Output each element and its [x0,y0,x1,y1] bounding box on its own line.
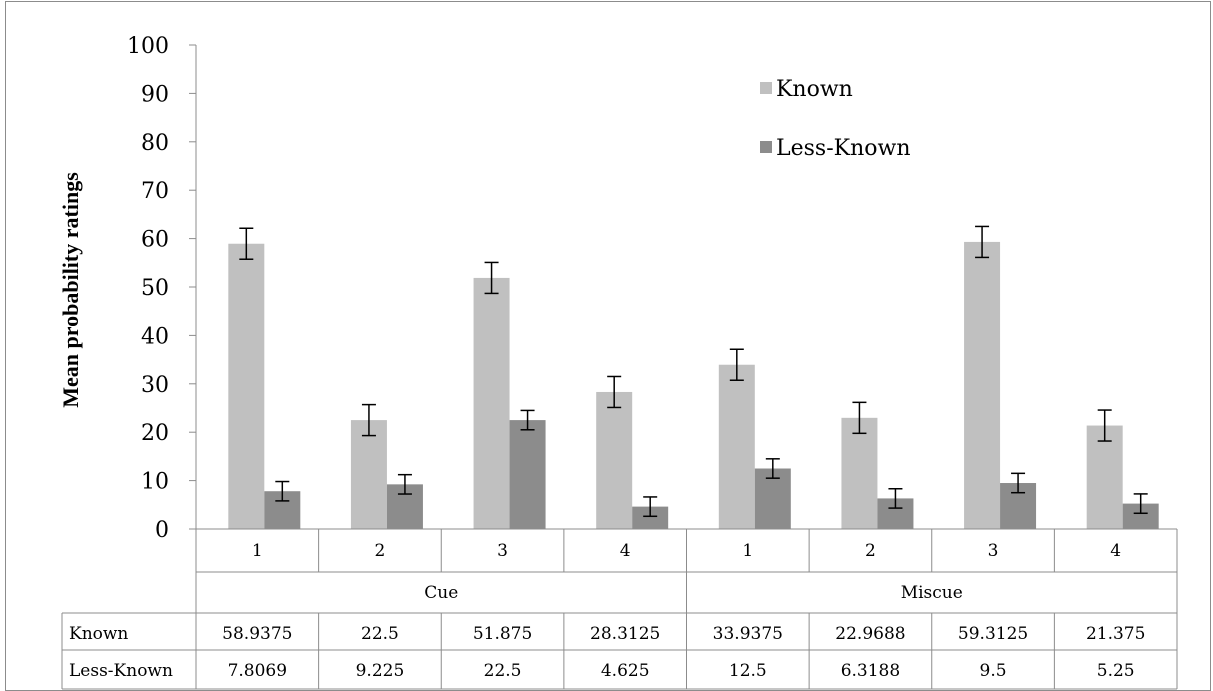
category-label: 2 [865,541,876,561]
y-tick-label: 0 [155,518,169,543]
y-tick-label: 40 [141,324,169,349]
table-cell: 21.375 [1086,624,1145,644]
category-label: 3 [497,541,508,561]
bar-known-0 [228,243,265,529]
y-tick-label: 30 [141,373,169,398]
table-cell: 51.875 [473,624,532,644]
y-tick-label: 10 [141,470,169,495]
y-tick-label: 20 [141,421,169,446]
bar-known-5 [841,417,878,529]
y-tick-label: 70 [141,179,169,204]
category-label: 3 [988,541,999,561]
table-cell: 4.625 [601,661,650,681]
table-cell: 59.3125 [958,624,1028,644]
group-label: Cue [424,583,458,603]
bar-known-2 [473,277,510,529]
y-tick-label: 90 [141,82,169,107]
category-label: 4 [620,541,631,561]
table-cell: 5.25 [1097,661,1135,681]
table-cell: 28.3125 [590,624,660,644]
table-cell: 9.225 [356,661,405,681]
table-cell: 22.5 [484,661,522,681]
legend-swatch-known [760,82,772,94]
bar-known-3 [596,391,633,529]
legend-swatch-less-known [760,141,772,153]
table-cell: 9.5 [980,661,1007,681]
table-cell: 22.5 [361,624,399,644]
legend-label: Less-Known [776,136,911,161]
table-cell: 7.8069 [228,661,287,681]
bar-known-4 [718,364,755,529]
y-axis-label: Mean probability ratings [58,172,83,408]
category-label: 1 [252,541,263,561]
y-tick-label: 50 [141,276,169,301]
bar-known-1 [350,420,387,529]
table-row-label: Known [69,624,128,644]
bar-known-7 [1086,425,1123,529]
y-tick-label: 80 [141,131,169,156]
category-label: 1 [742,541,753,561]
bar-less-known-3 [632,506,669,529]
table-cell: 12.5 [729,661,767,681]
table-cell: 22.9688 [835,624,905,644]
table-cell: 33.9375 [713,624,783,644]
category-label: 4 [1110,541,1121,561]
bar-known-6 [964,241,1001,530]
bar-less-known-2 [509,420,546,529]
y-tick-label: 100 [127,34,169,59]
table-row-label: Less-Known [69,661,173,681]
y-tick-label: 60 [141,228,169,253]
category-label: 2 [375,541,386,561]
legend-label: Known [776,77,853,102]
table-cell: 58.9375 [222,624,292,644]
group-label: Miscue [901,583,963,603]
table-cell: 6.3188 [841,661,900,681]
